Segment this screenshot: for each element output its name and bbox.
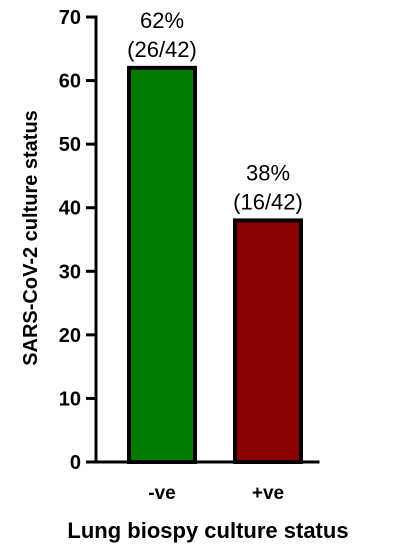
bar--ve [127,65,197,464]
x-axis-category-labels: -ve +ve [148,483,284,504]
y-tick-label-7: 70 [59,7,81,29]
data-label-fraction-1: (16/42) [233,189,303,214]
x-category-label-1: +ve [252,483,284,504]
y-tick-label-1: 10 [59,388,81,410]
y-tick-label-0: 0 [70,452,81,474]
bars [127,65,303,464]
y-axis-ticks: 0 10 20 30 40 50 60 70 [59,7,96,474]
data-label-percent-1: 38% [246,160,290,185]
data-labels: 62% (26/42) 38% (16/42) [127,8,303,215]
data-label-percent-0: 62% [140,8,184,33]
y-tick-label-4: 40 [59,198,81,220]
y-tick-label-2: 20 [59,325,81,347]
bar-+ve [233,218,303,464]
y-tick-label-6: 60 [59,71,81,93]
x-axis-title: Lung biospy culture status [67,518,348,543]
y-tick-label-5: 50 [59,134,81,156]
y-tick-label-3: 30 [59,261,81,283]
x-category-label-0: -ve [148,483,175,504]
data-label-fraction-0: (26/42) [127,37,197,62]
y-axis-title: SARS-CoV-2 culture status [20,110,42,366]
